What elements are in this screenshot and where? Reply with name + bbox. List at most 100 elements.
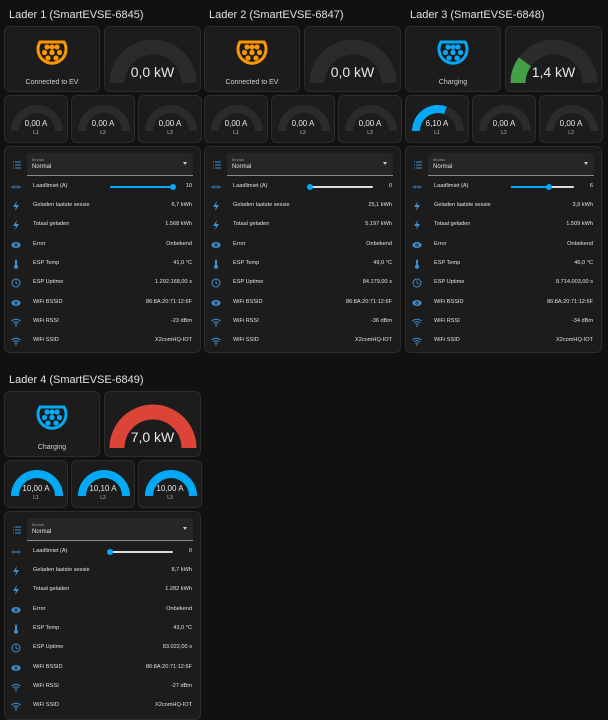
current-gauge-card-l1[interactable]: 6,10 A L1 xyxy=(405,95,469,143)
current-value: 0,00 A xyxy=(291,119,315,128)
entity-name: WiFi RSSI xyxy=(434,317,460,324)
current-gauge xyxy=(78,105,130,132)
entity-row[interactable]: ESP Uptime 84.179,00 s xyxy=(205,274,400,292)
charge-limit-slider[interactable] xyxy=(307,183,373,190)
entity-row[interactable]: WiFi RSSI -23 dBm xyxy=(5,313,200,331)
entity-row[interactable]: ESP Temp 41,0 °C xyxy=(5,255,200,273)
entity-row[interactable]: WiFi BSSID 86:8A:20:71:12:6F xyxy=(5,659,200,677)
power-gauge-card[interactable]: 0,0 kW xyxy=(104,26,201,92)
current-gauge-card-l3[interactable]: 0,00 A L3 xyxy=(539,95,603,143)
power-value: 0,0 kW xyxy=(130,64,175,80)
entity-row[interactable]: Error Onbekend xyxy=(5,601,200,619)
entity-row[interactable]: Error Onbekend xyxy=(406,236,601,254)
entity-name: Geladen laatste sessie xyxy=(33,567,90,573)
entity-name: WiFi SSID xyxy=(233,337,259,344)
slider-handle[interactable] xyxy=(170,183,176,190)
slider-handle[interactable] xyxy=(107,548,113,555)
entity-row[interactable]: ESP Temp 46,0 °C xyxy=(406,255,601,273)
entity-name: WiFi RSSI xyxy=(33,682,59,689)
slider-icon xyxy=(11,185,21,189)
charger-state-card[interactable]: Connected to EV xyxy=(4,26,100,92)
entity-row[interactable]: ESP Uptime 1.292.168,00 s xyxy=(5,274,200,292)
power-gauge-card[interactable]: 1,4 kW xyxy=(505,26,602,92)
power-gauge-card[interactable]: 7,0 kW xyxy=(104,391,201,457)
entity-row[interactable]: Geladen laatste sessie 6,7 kWh xyxy=(5,197,200,215)
entity-value: -36 dBm xyxy=(370,317,392,324)
entity-row[interactable]: WiFi SSID X2comHQ-IOT xyxy=(5,332,200,350)
current-gauge-card-l2[interactable]: 10,10 A L2 xyxy=(71,460,135,508)
entity-row[interactable]: WiFi BSSID 86:8A:20:71:12:6F xyxy=(5,294,200,312)
phase-label: L2 xyxy=(100,495,106,501)
entity-row[interactable]: Totaal geladen 1.568 kWh xyxy=(5,216,200,234)
entity-value: 86:8A:20:71:12:6F xyxy=(145,298,192,305)
current-gauge-card-l3[interactable]: 10,00 A L3 xyxy=(138,460,202,508)
entity-name: ESP Temp xyxy=(33,259,60,266)
entity-row[interactable]: WiFi RSSI -27 dBm xyxy=(5,678,200,696)
entity-value: 3,9 kWh xyxy=(572,202,593,208)
mode-select[interactable]: Modus Normal xyxy=(27,518,193,541)
entity-row[interactable]: WiFi BSSID 86:8A:20:71:12:6F xyxy=(406,294,601,312)
entity-row[interactable]: ESP Uptime 83.022,00 s xyxy=(5,639,200,657)
entity-row[interactable]: ESP Uptime 8.714.003,00 s xyxy=(406,274,601,292)
current-gauge-card-l1[interactable]: 10,00 A L1 xyxy=(4,460,68,508)
current-gauge-card-l3[interactable]: 0,00 A L3 xyxy=(338,95,402,143)
thermometer-icon xyxy=(14,624,18,634)
gauge-track xyxy=(78,105,130,132)
current-gauge-card-l2[interactable]: 0,00 A L2 xyxy=(472,95,536,143)
charge-limit-slider[interactable] xyxy=(511,183,574,190)
charger-state-card[interactable]: Connected to EV xyxy=(204,26,300,92)
current-gauge-card-l1[interactable]: 0,00 A L1 xyxy=(204,95,268,143)
mode-select[interactable]: Modus Normal xyxy=(27,153,193,176)
entity-row[interactable]: Totaal geladen 5.197 kWh xyxy=(205,216,400,234)
entity-row[interactable]: WiFi SSID X2comHQ-IOT xyxy=(5,697,200,715)
charge-limit-value: 10 xyxy=(185,183,192,189)
entity-row[interactable]: WiFi RSSI -36 dBm xyxy=(205,313,400,331)
mode-select[interactable]: Modus Normal xyxy=(428,153,594,176)
charge-limit-slider[interactable] xyxy=(107,548,173,555)
entity-name: Error xyxy=(33,240,46,247)
list-icon xyxy=(13,526,21,534)
slider-handle[interactable] xyxy=(545,183,552,190)
mode-select-value: Normal xyxy=(32,164,52,170)
charger-state-card[interactable]: Charging xyxy=(405,26,501,92)
entity-row[interactable]: Geladen laatste sessie 3,9 kWh xyxy=(406,197,601,215)
entity-row[interactable]: ESP Temp 43,0 °C xyxy=(5,620,200,638)
entity-row[interactable]: Geladen laatste sessie 25,1 kWh xyxy=(205,197,400,215)
entity-value: X2comHQ-IOT xyxy=(155,702,192,709)
eye-icon xyxy=(11,241,21,248)
entity-name: WiFi SSID xyxy=(33,337,59,344)
section-title: Lader 2 (SmartEVSE-6847) xyxy=(209,9,344,21)
ev-plug-type2-icon xyxy=(36,40,68,65)
entity-value: 86:8A:20:71:12:6F xyxy=(145,663,192,670)
entity-row[interactable]: Geladen laatste sessie 8,7 kWh xyxy=(5,562,200,580)
slider-handle[interactable] xyxy=(307,183,313,190)
mode-select[interactable]: Modus Normal xyxy=(227,153,393,176)
current-gauge-card-l1[interactable]: 0,00 A L1 xyxy=(4,95,68,143)
charge-limit-slider[interactable] xyxy=(110,183,176,190)
current-gauge-card-l2[interactable]: 0,00 A L2 xyxy=(271,95,335,143)
entity-row[interactable]: Error Onbekend xyxy=(5,236,200,254)
entity-value: 8,7 kWh xyxy=(171,567,192,573)
entity-value: 1.282 kWh xyxy=(165,586,192,593)
entity-row[interactable]: WiFi SSID X2comHQ-IOT xyxy=(406,332,601,350)
entity-row[interactable]: WiFi RSSI -34 dBm xyxy=(406,313,601,331)
list-icon xyxy=(13,161,21,169)
entity-row[interactable]: WiFi SSID X2comHQ-IOT xyxy=(205,332,400,350)
current-gauge-card-l3[interactable]: 0,00 A L3 xyxy=(138,95,202,143)
entity-row[interactable]: ESP Temp 49,0 °C xyxy=(205,255,400,273)
charger-section: Lader 2 (SmartEVSE-6847) Connected to EV 0… xyxy=(203,0,402,353)
current-gauge xyxy=(145,470,197,497)
entity-value: 6,7 kWh xyxy=(171,202,192,208)
power-gauge-card[interactable]: 0,0 kW xyxy=(304,26,401,92)
entity-row[interactable]: Totaal geladen 1.509 kWh xyxy=(406,216,601,234)
entity-row[interactable]: Totaal geladen 1.282 kWh xyxy=(5,581,200,599)
current-gauge-card-l2[interactable]: 0,00 A L2 xyxy=(71,95,135,143)
entity-row[interactable]: Error Onbekend xyxy=(205,236,400,254)
mode-select-value: Normal xyxy=(433,164,453,170)
entity-value: Onbekend xyxy=(166,605,192,612)
current-gauge xyxy=(11,470,63,497)
entity-value: 86:8A:20:71:12:6F xyxy=(345,298,392,305)
entity-name: WiFi RSSI xyxy=(33,317,59,324)
charger-state-card[interactable]: Charging xyxy=(4,391,100,457)
entity-row[interactable]: WiFi BSSID 86:8A:20:71:12:6F xyxy=(205,294,400,312)
